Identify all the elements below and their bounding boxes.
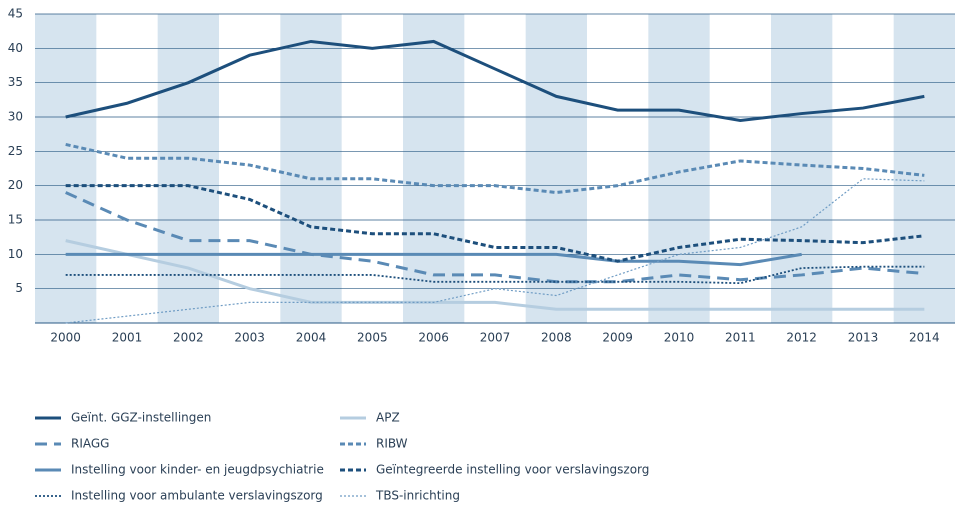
y-tick-label: 10	[8, 247, 23, 261]
column-band	[893, 14, 955, 323]
legend-label: Instelling voor ambulante verslavingszor…	[71, 489, 323, 503]
column-band	[403, 14, 465, 323]
x-tick-label: 2003	[234, 331, 265, 345]
column-band	[35, 14, 97, 323]
column-band	[157, 14, 219, 323]
y-tick-label: 35	[8, 75, 23, 89]
series-line	[65, 252, 802, 267]
x-tick-label: 2005	[357, 331, 388, 345]
series-line	[65, 191, 925, 284]
legend-label: Geïntegreerde instelling voor verslaving…	[376, 463, 649, 477]
y-tick-label: 20	[8, 178, 23, 192]
series-line	[65, 265, 925, 285]
x-tick-label: 2008	[541, 331, 572, 345]
series-line	[65, 239, 925, 311]
x-tick-label: 2013	[848, 331, 879, 345]
y-tick-label: 5	[15, 281, 23, 295]
legend-label: RIAGG	[71, 437, 109, 451]
x-tick-label: 2007	[480, 331, 511, 345]
column-band	[525, 14, 587, 323]
series-line	[65, 143, 925, 195]
legend-label: TBS-inrichting	[375, 489, 460, 503]
column-band	[280, 14, 342, 323]
series-line	[65, 184, 925, 263]
x-tick-label: 2011	[725, 331, 756, 345]
x-tick-label: 2004	[296, 331, 327, 345]
legend-label: Instelling voor kinder- en jeugdpsychiat…	[71, 463, 324, 477]
legend-label: RIBW	[376, 437, 408, 451]
x-tick-label: 2006	[418, 331, 449, 345]
x-tick-label: 2012	[786, 331, 817, 345]
x-tick-label: 2002	[173, 331, 204, 345]
x-tick-label: 2014	[909, 331, 940, 345]
x-tick-label: 2010	[664, 331, 695, 345]
y-tick-label: 15	[8, 213, 23, 227]
legend-label: APZ	[376, 411, 400, 425]
x-tick-label: 2009	[602, 331, 633, 345]
x-tick-label: 2000	[50, 331, 81, 345]
legend-label: Geïnt. GGZ-instellingen	[71, 411, 211, 425]
x-tick-label: 2001	[112, 331, 143, 345]
series-line	[65, 39, 925, 122]
y-tick-label: 25	[8, 144, 23, 158]
series-line	[65, 178, 925, 324]
y-tick-label: 40	[8, 41, 23, 55]
y-tick-label: 45	[8, 7, 23, 21]
y-tick-label: 30	[8, 110, 23, 124]
